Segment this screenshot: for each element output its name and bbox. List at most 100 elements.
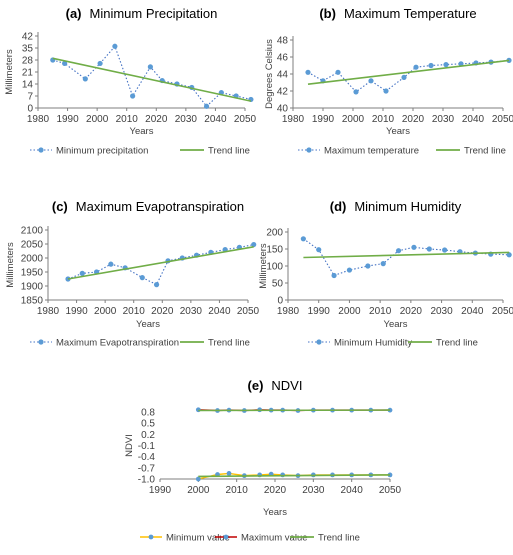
ndvi-legend-maximum-value-swatch-marker xyxy=(224,535,229,540)
precip-x-tick-label: 2000 xyxy=(86,114,109,125)
temp-series-maximum-temperature-point xyxy=(401,75,406,80)
humid-y-label: Millimeters xyxy=(258,243,269,289)
ndvi-y-tick-label: -1.0 xyxy=(138,475,156,486)
humid-y-tick-label: 200 xyxy=(266,228,283,239)
temp-title: (b) Maximum Temperature xyxy=(319,6,476,21)
ndvi-legend-minimum-value-swatch-marker xyxy=(149,535,154,540)
temp-y-tick-label: 40 xyxy=(277,104,289,115)
temp-series-maximum-temperature-line xyxy=(308,60,509,92)
ndvi-legend-maximum-value-label: Maximum value xyxy=(241,533,308,544)
precip-series-minimum-precipitation-point xyxy=(204,104,209,109)
humid-x-tick-label: 2010 xyxy=(369,306,392,317)
temp-x-tick-label: 2040 xyxy=(462,114,485,125)
humid-series-minimum-humidity-point xyxy=(381,261,386,266)
temp-x-tick-label: 2000 xyxy=(342,114,365,125)
ndvi-y-tick-label: -0.7 xyxy=(138,463,156,474)
ndvi-x-label: Years xyxy=(263,507,287,518)
evap-y-tick-label: 1900 xyxy=(21,282,44,293)
precip-x-tick-label: 2030 xyxy=(175,114,198,125)
precip-series-minimum-precipitation-point xyxy=(148,64,153,69)
evap-x-tick-label: 2040 xyxy=(208,306,231,317)
ndvi-y-tick-label: 0.5 xyxy=(141,419,155,430)
humid-x-tick-label: 1980 xyxy=(277,306,300,317)
precip-x-tick-label: 1990 xyxy=(56,114,79,125)
ndvi-x-tick-label: 2000 xyxy=(187,485,210,496)
precip-x-tick-label: 1980 xyxy=(27,114,50,125)
humid-x-tick-label: 2040 xyxy=(461,306,484,317)
evap-legend-maximum-evapotranspiration-label: Maximum Evapotranspiration xyxy=(56,338,179,349)
humid-x-tick-label: 2020 xyxy=(400,306,423,317)
temp-x-tick-label: 2020 xyxy=(402,114,425,125)
humid-series-trend-line-line xyxy=(303,252,509,257)
temp-series-maximum-temperature-point xyxy=(305,70,310,75)
evap-y-tick-label: 1850 xyxy=(21,296,44,307)
temp-x-label: Years xyxy=(386,126,410,137)
evap-x-tick-label: 1990 xyxy=(65,306,88,317)
humid-panel-label: (d) xyxy=(330,199,347,214)
evap-series-maximum-evapotranspiration-point xyxy=(80,271,85,276)
humid-series-minimum-humidity-point xyxy=(442,247,447,252)
precip-title: (a)Minimum Precipitation xyxy=(66,6,218,21)
precip-x-tick-label: 2020 xyxy=(145,114,168,125)
precip-panel-label: (a) xyxy=(66,6,82,21)
temp-y-tick-label: 44 xyxy=(277,70,289,81)
evap-y-tick-label: 2100 xyxy=(21,226,44,237)
humid-series-minimum-humidity-point xyxy=(427,246,432,251)
ndvi-x-tick-label: 2050 xyxy=(379,485,402,496)
humid-legend-minimum-humidity-label: Minimum Humidity xyxy=(334,338,412,349)
evap-series-trend-line-line xyxy=(68,247,254,279)
ndvi-legend-minimum-value-label: Minimum value xyxy=(166,533,230,544)
evap-x-tick-label: 2000 xyxy=(94,306,117,317)
humid-series-minimum-humidity-point xyxy=(301,236,306,241)
ndvi-x-tick-label: 2040 xyxy=(341,485,364,496)
evap-y-tick-label: 2050 xyxy=(21,240,44,251)
humid-series-minimum-humidity-point xyxy=(396,248,401,253)
temp-x-tick-label: 2030 xyxy=(432,114,455,125)
humid-y-tick-label: 50 xyxy=(272,279,284,290)
temp-legend-trend-line-label: Trend line xyxy=(464,146,506,157)
precip-y-tick-label: 7 xyxy=(27,92,33,103)
temp-title-text: Maximum Temperature xyxy=(344,6,477,21)
temp-series-maximum-temperature-point xyxy=(413,65,418,70)
precip-legend-minimum-precipitation-swatch-marker xyxy=(38,147,43,152)
evap-series-maximum-evapotranspiration-point xyxy=(108,262,113,267)
temp-x-tick-label: 2010 xyxy=(372,114,395,125)
humid-series-minimum-humidity-point xyxy=(347,267,352,272)
temp-y-tick-label: 42 xyxy=(277,87,289,98)
temp-series-maximum-temperature-point xyxy=(368,78,373,83)
precip-series-minimum-precipitation-point xyxy=(83,76,88,81)
evap-x-tick-label: 2050 xyxy=(237,306,260,317)
temp-legend-maximum-temperature-label: Maximum temperature xyxy=(324,146,419,157)
temp-y-tick-label: 48 xyxy=(277,36,289,47)
precip-x-tick-label: 2010 xyxy=(116,114,139,125)
evap-legend-maximum-evapotranspiration-swatch-marker xyxy=(38,339,43,344)
evap-legend-trend-line-label: Trend line xyxy=(208,338,250,349)
temp-x-tick-label: 2050 xyxy=(492,114,513,125)
temp-legend-maximum-temperature-swatch-marker xyxy=(306,147,311,152)
ndvi-y-label: NDVI xyxy=(124,434,135,457)
temp-x-tick-label: 1990 xyxy=(312,114,335,125)
ndvi-series-minimum-value-point xyxy=(227,471,232,476)
temp-x-tick-label: 1980 xyxy=(282,114,305,125)
precip-y-tick-label: 35 xyxy=(22,44,34,55)
humid-x-tick-label: 2050 xyxy=(492,306,513,317)
humid-series-minimum-humidity-point xyxy=(411,245,416,250)
precip-series-minimum-precipitation-point xyxy=(130,93,135,98)
temp-panel-label: (b) xyxy=(319,6,336,21)
humid-legend-trend-line-label: Trend line xyxy=(436,338,478,349)
temp-series-maximum-temperature-point xyxy=(335,70,340,75)
ndvi-x-tick-label: 2010 xyxy=(226,485,249,496)
ndvi-series-trend-line-line xyxy=(198,475,390,477)
humid-series-minimum-humidity-point xyxy=(365,263,370,268)
humid-y-tick-label: 0 xyxy=(277,296,283,307)
ndvi-legend-trend-line-label: Trend line xyxy=(318,533,360,544)
ndvi-title-text: NDVI xyxy=(271,378,302,393)
humid-legend-minimum-humidity-swatch-marker xyxy=(316,339,321,344)
precip-x-tick-label: 2050 xyxy=(234,114,257,125)
precip-x-label: Years xyxy=(130,126,154,137)
evap-x-tick-label: 2030 xyxy=(180,306,203,317)
precip-y-tick-label: 28 xyxy=(22,56,34,67)
evap-series-maximum-evapotranspiration-point xyxy=(140,275,145,280)
